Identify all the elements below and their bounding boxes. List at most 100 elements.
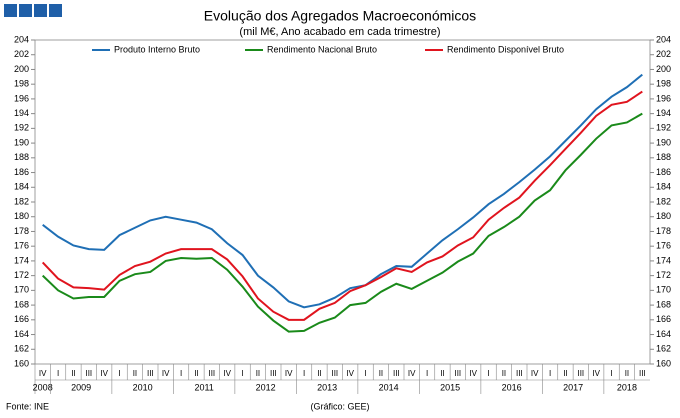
y-tick-label: 198 <box>14 79 29 89</box>
y2-tick-label: 170 <box>656 285 671 295</box>
y2-tick-label: 194 <box>656 108 671 118</box>
x-tick-label: III <box>331 369 338 378</box>
x-tick-label: IV <box>100 369 108 378</box>
x-tick-label: I <box>180 369 182 378</box>
y2-tick-label: 198 <box>656 79 671 89</box>
x-tick-label: I <box>118 369 120 378</box>
year-label: 2017 <box>563 382 583 392</box>
y-tick-label: 176 <box>14 241 29 251</box>
series-line <box>41 112 643 333</box>
y-tick-label: 172 <box>14 270 29 280</box>
x-tick-label: I <box>241 369 243 378</box>
x-tick-label: I <box>610 369 612 378</box>
y-tick-label: 184 <box>14 182 29 192</box>
y2-tick-label: 196 <box>656 93 671 103</box>
series-line <box>41 90 643 321</box>
y2-tick-label: 200 <box>656 64 671 74</box>
y-tick-label: 204 <box>14 34 29 44</box>
y-tick-label: 192 <box>14 123 29 133</box>
x-tick-label: III <box>147 369 154 378</box>
y-tick-label: 194 <box>14 108 29 118</box>
y2-tick-label: 202 <box>656 49 671 59</box>
y-tick-label: 160 <box>14 358 29 368</box>
x-tick-label: II <box>379 369 383 378</box>
year-label: 2010 <box>133 382 153 392</box>
y-tick-label: 196 <box>14 93 29 103</box>
x-tick-label: II <box>625 369 629 378</box>
y-tick-label: 186 <box>14 167 29 177</box>
y2-tick-label: 174 <box>656 255 671 265</box>
y-tick-label: 190 <box>14 137 29 147</box>
legend-label: Rendimento Nacional Bruto <box>267 44 377 54</box>
y-tick-label: 200 <box>14 64 29 74</box>
y2-tick-label: 184 <box>656 182 671 192</box>
year-label: 2015 <box>440 382 460 392</box>
chart-title: Evolução dos Agregados Macroeconómicos <box>204 8 476 24</box>
y-tick-label: 162 <box>14 344 29 354</box>
x-tick-label: II <box>256 369 260 378</box>
y2-tick-label: 176 <box>656 241 671 251</box>
x-tick-label: IV <box>285 369 293 378</box>
x-tick-label: I <box>426 369 428 378</box>
y2-tick-label: 204 <box>656 34 671 44</box>
year-label: 2012 <box>256 382 276 392</box>
x-tick-label: III <box>208 369 215 378</box>
y-tick-label: 164 <box>14 329 29 339</box>
x-tick-label: IV <box>223 369 231 378</box>
year-label: 2009 <box>71 382 91 392</box>
x-tick-label: IV <box>531 369 539 378</box>
y-tick-label: 174 <box>14 255 29 265</box>
y-tick-label: 168 <box>14 299 29 309</box>
y2-tick-label: 166 <box>656 314 671 324</box>
x-tick-label: IV <box>162 369 170 378</box>
y2-tick-label: 190 <box>656 137 671 147</box>
y2-tick-label: 180 <box>656 211 671 221</box>
y-tick-label: 166 <box>14 314 29 324</box>
y2-tick-label: 192 <box>656 123 671 133</box>
x-tick-label: III <box>516 369 523 378</box>
legend-label: Produto Interno Bruto <box>114 44 200 54</box>
credit: (Gráfico: GEE) <box>310 401 369 411</box>
x-tick-label: III <box>85 369 92 378</box>
y-tick-label: 180 <box>14 211 29 221</box>
x-tick-label: II <box>71 369 75 378</box>
source: Fonte: INE <box>6 401 49 411</box>
chart-subtitle: (mil M€, Ano acabado em cada trimestre) <box>239 26 440 38</box>
logo-square <box>49 4 62 17</box>
x-tick-label: IV <box>39 369 47 378</box>
x-tick-label: I <box>57 369 59 378</box>
x-tick-label: I <box>364 369 366 378</box>
logo-square <box>19 4 32 17</box>
y-tick-label: 202 <box>14 49 29 59</box>
y2-tick-label: 168 <box>656 299 671 309</box>
logo-square <box>34 4 47 17</box>
y2-tick-label: 160 <box>656 358 671 368</box>
y2-tick-label: 162 <box>656 344 671 354</box>
y-tick-label: 178 <box>14 226 29 236</box>
x-tick-label: IV <box>408 369 416 378</box>
x-tick-label: II <box>133 369 137 378</box>
x-tick-label: II <box>440 369 444 378</box>
x-tick-label: III <box>454 369 461 378</box>
year-label: 2016 <box>502 382 522 392</box>
plot-frame <box>34 39 651 365</box>
year-label: 2018 <box>617 382 637 392</box>
y2-tick-label: 186 <box>656 167 671 177</box>
x-tick-label: I <box>487 369 489 378</box>
series-line <box>42 73 643 309</box>
year-label: 2011 <box>194 382 213 392</box>
year-label: 2014 <box>379 382 399 392</box>
y-tick-label: 182 <box>14 196 29 206</box>
x-tick-label: IV <box>592 369 600 378</box>
year-label: 2013 <box>317 382 337 392</box>
x-tick-label: IV <box>346 369 354 378</box>
x-tick-label: II <box>194 369 198 378</box>
x-tick-label: I <box>549 369 551 378</box>
x-tick-label: III <box>393 369 400 378</box>
x-tick-label: I <box>303 369 305 378</box>
x-tick-label: II <box>563 369 567 378</box>
legend-label: Rendimento Disponível Bruto <box>447 44 564 54</box>
logo-square <box>4 4 17 17</box>
y2-tick-label: 172 <box>656 270 671 280</box>
y2-tick-label: 178 <box>656 226 671 236</box>
